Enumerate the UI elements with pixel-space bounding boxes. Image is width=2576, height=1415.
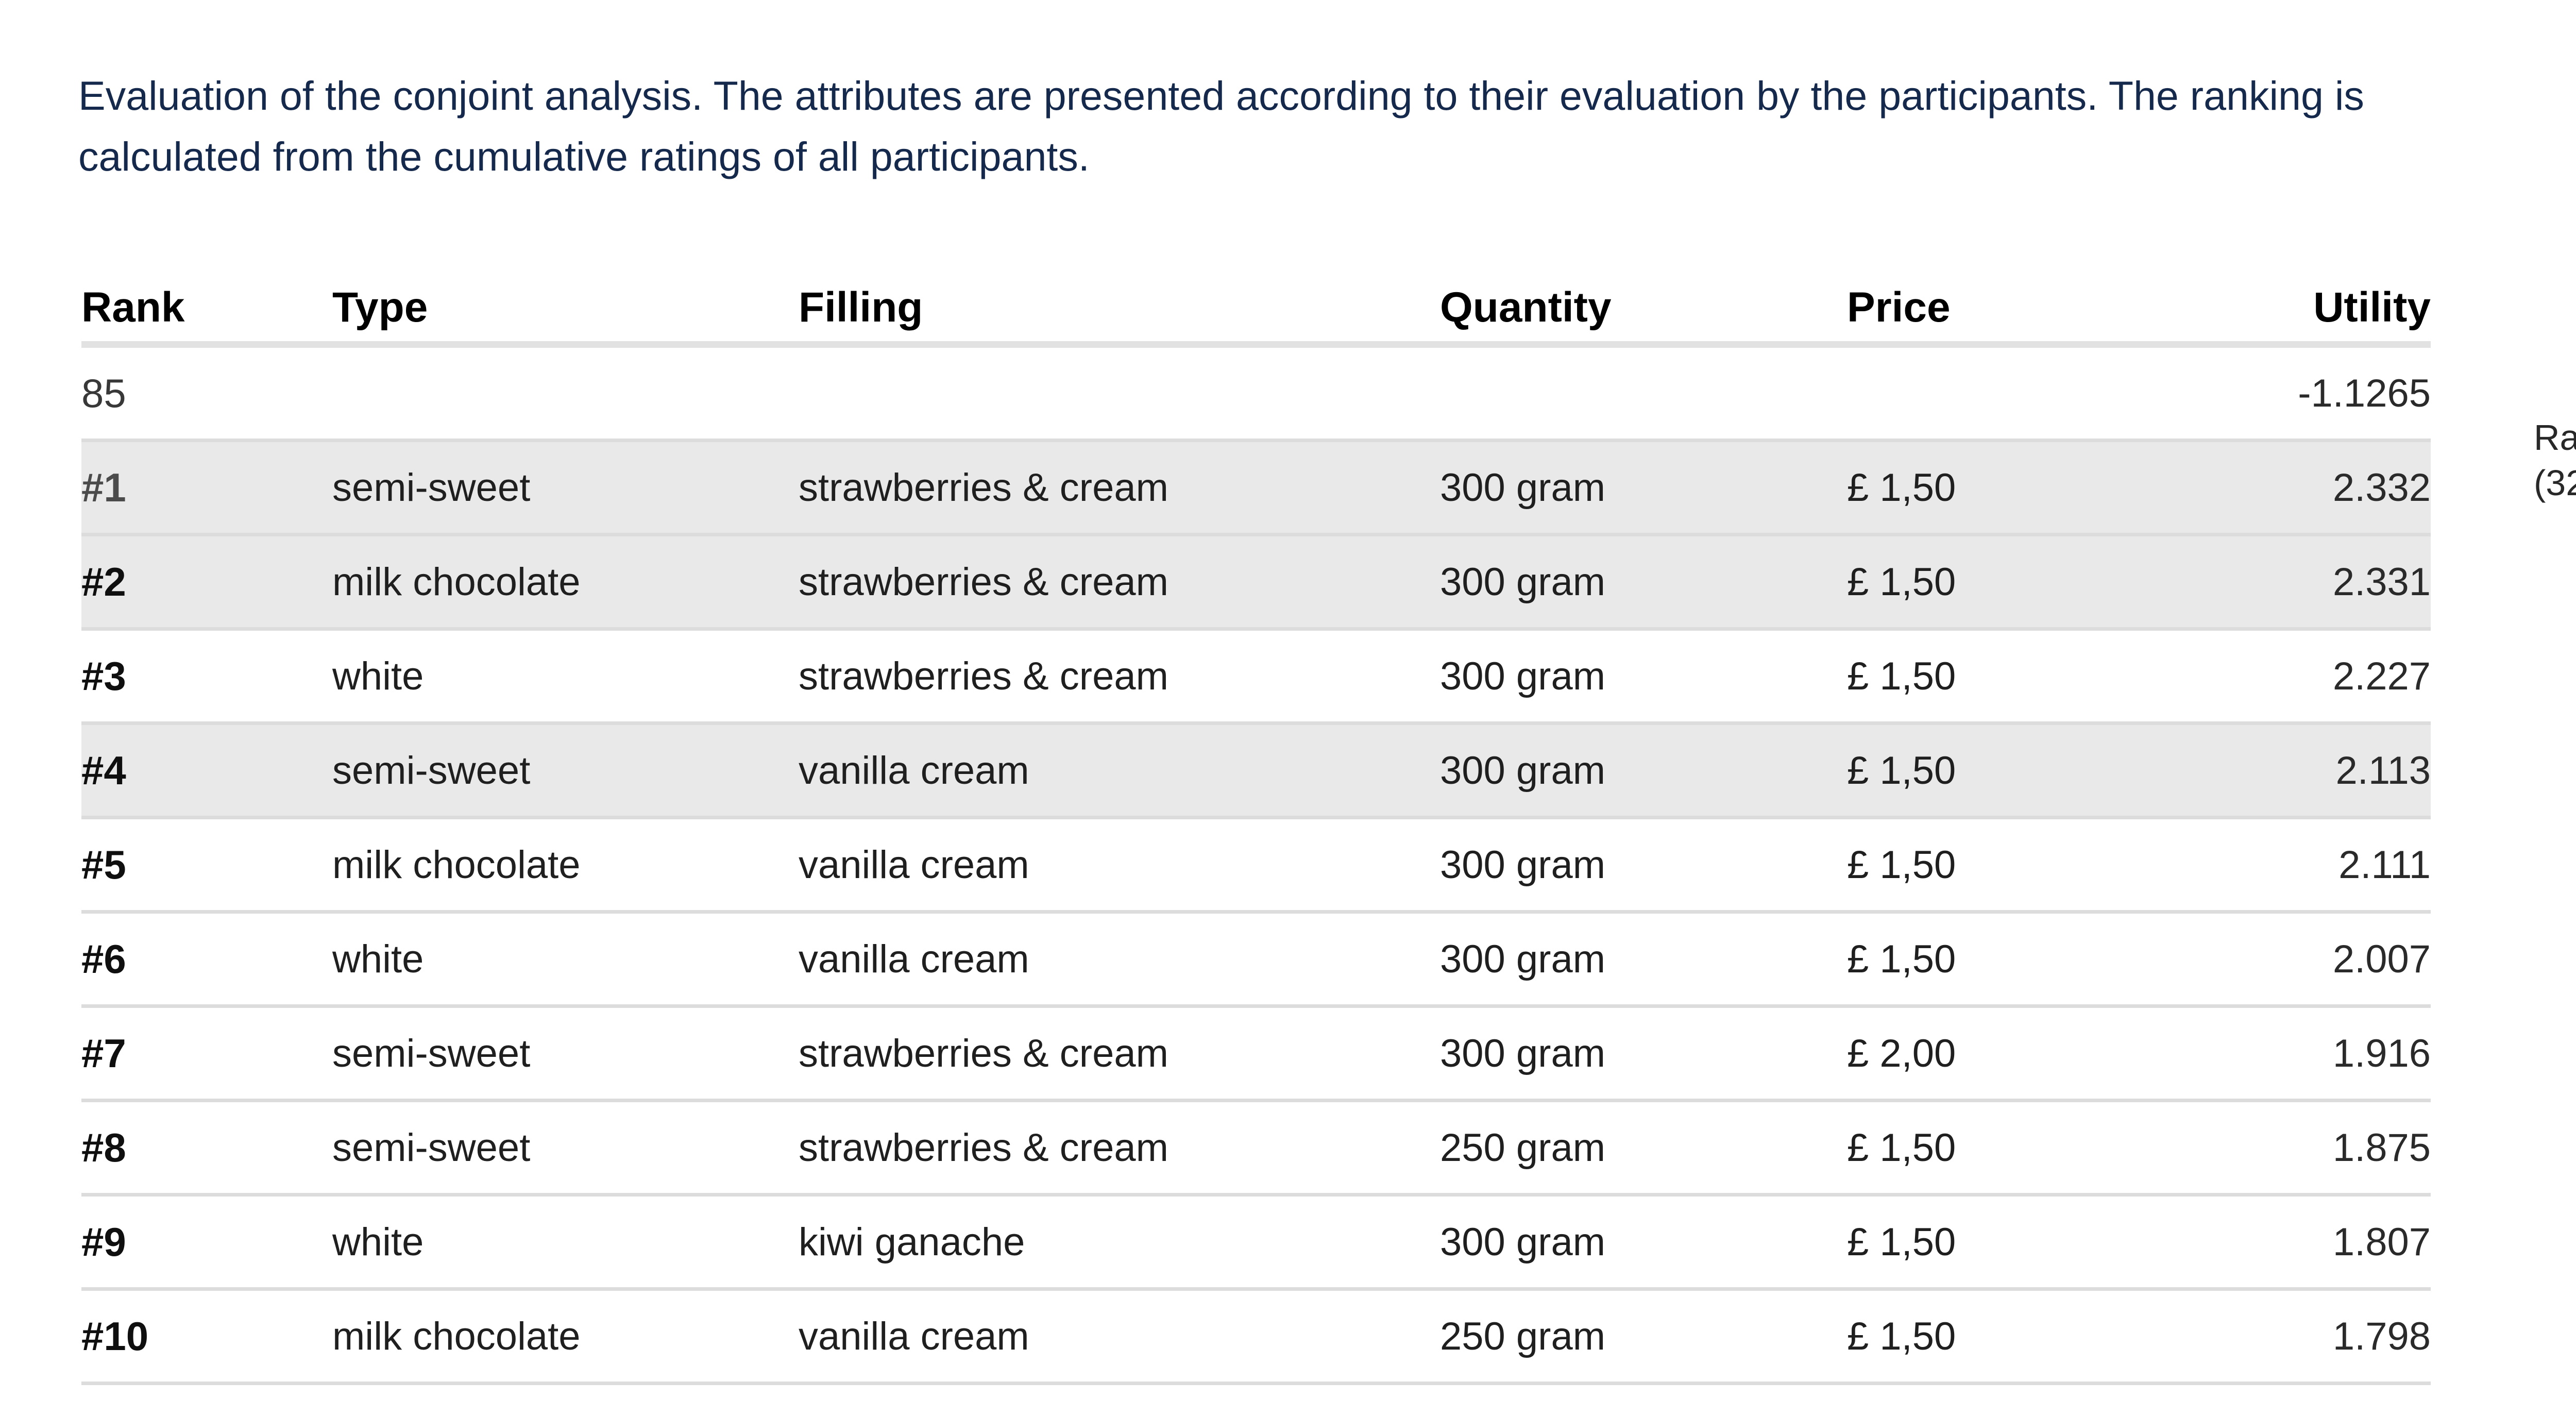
cell-type: white [332, 1220, 424, 1264]
cell-type: milk chocolate [332, 560, 581, 604]
cell-price: £ 1,50 [1847, 1220, 1956, 1264]
cell-type: semi-sweet [332, 465, 531, 510]
intro-line-2: calculated from the cumulative ratings o… [78, 133, 1090, 179]
cell-utility: 1.916 [2332, 1031, 2431, 1075]
cell-type: milk chocolate [332, 1314, 581, 1358]
cell-price: £ 1,50 [1847, 654, 1956, 698]
cell-rank: #10 [81, 1313, 149, 1359]
table-row: #1 semi-sweet strawberries & cream 300 gram… [81, 439, 2431, 533]
cell-type: semi-sweet [332, 748, 531, 793]
cell-quantity: 300 gram [1440, 560, 1606, 604]
cell-rank: #6 [81, 936, 126, 982]
table-body: 85 -1.1265 #1 semi-sweet strawberries & crea… [81, 348, 2431, 1385]
cell-utility: 2.007 [2332, 937, 2431, 981]
cell-quantity: 300 gram [1440, 937, 1606, 981]
table-row: #7 semi-sweet strawberries & cream 300 gram… [81, 1004, 2431, 1099]
table-row: #4 semi-sweet vanilla cream 300 gram £ 1,50 2… [81, 721, 2431, 816]
cell-utility: 1.875 [2332, 1125, 2431, 1170]
cell-price: £ 1,50 [1847, 937, 1956, 981]
table-header-row: Rank Type Filling Quantity Price Utility [81, 283, 2431, 348]
table-row: #2 milk chocolate strawberries & cream 300 … [81, 533, 2431, 627]
cell-type: milk chocolate [332, 843, 581, 887]
table-row: #9 white kiwi ganache 300 gram £ 1,50 1.807 [81, 1193, 2431, 1287]
cell-filling: strawberries & cream [799, 465, 1168, 510]
cell-quantity: 300 gram [1440, 843, 1606, 887]
cell-utility: 2.227 [2332, 654, 2431, 698]
cell-quantity: 300 gram [1440, 1220, 1606, 1264]
pie-label-rank1-pct: (32%) [2534, 463, 2576, 503]
cell-quantity: 300 gram [1440, 748, 1606, 793]
cell-filling: strawberries & cream [799, 654, 1168, 698]
column-header-filling: Filling [799, 284, 923, 331]
intro-text: Evaluation of the conjoint analysis. The… [78, 65, 2576, 187]
cell-filling: vanilla cream [799, 843, 1029, 887]
column-header-type: Type [332, 284, 428, 331]
cell-price: £ 1,50 [1847, 1314, 1956, 1358]
cell-filling: strawberries & cream [799, 560, 1168, 604]
cell-utility: 2.113 [2335, 748, 2431, 793]
table-row: #10 milk chocolate vanilla cream 250 gram £ … [81, 1287, 2431, 1385]
cell-rank: #8 [81, 1124, 126, 1170]
cell-quantity: 250 gram [1440, 1125, 1606, 1170]
cell-utility: 1.798 [2332, 1314, 2431, 1358]
cell-type: white [332, 937, 424, 981]
cell-rank: #9 [81, 1219, 126, 1265]
cell-price: £ 2,00 [1847, 1031, 1956, 1075]
cell-price: £ 1,50 [1847, 843, 1956, 887]
table-row: 85 -1.1265 [81, 348, 2431, 439]
cell-utility: -1.1265 [2298, 371, 2431, 415]
cell-price: £ 1,50 [1847, 748, 1956, 793]
cell-rank: #3 [81, 653, 126, 699]
pie-label-rank1: Rank #1 (32%) [2534, 415, 2576, 506]
column-header-price: Price [1847, 284, 1951, 331]
cell-filling: vanilla cream [799, 937, 1029, 981]
cell-utility: 2.331 [2332, 560, 2431, 604]
pie-leader-lines [2514, 216, 2576, 1415]
cell-quantity: 300 gram [1440, 654, 1606, 698]
cell-filling: kiwi ganache [799, 1220, 1025, 1264]
results-table: Rank Type Filling Quantity Price Utility… [81, 283, 2431, 1385]
cell-price: £ 1,50 [1847, 1125, 1956, 1170]
market-simulation-chart: Artificial market simulation Rank #1 (32… [2514, 216, 2576, 1415]
cell-filling: vanilla cream [799, 1314, 1029, 1358]
cell-quantity: 300 gram [1440, 1031, 1606, 1075]
cell-utility: 1.807 [2332, 1220, 2431, 1264]
cell-rank: #5 [81, 841, 126, 887]
cell-rank: #2 [81, 559, 126, 604]
cell-rank: #7 [81, 1030, 126, 1076]
cell-price: £ 1,50 [1847, 465, 1956, 510]
column-header-quantity: Quantity [1440, 284, 1612, 331]
chart-title: Artificial market simulation [2514, 272, 2576, 323]
cell-filling: strawberries & cream [799, 1125, 1168, 1170]
cell-type: semi-sweet [332, 1125, 531, 1170]
pie-label-rank1-name: Rank #1 [2534, 417, 2576, 458]
cell-utility: 2.111 [2338, 843, 2431, 887]
cell-utility: 2.332 [2332, 465, 2431, 510]
column-header-utility: Utility [2313, 284, 2431, 331]
cell-price: £ 1,50 [1847, 560, 1956, 604]
cell-rank: 85 [81, 370, 126, 416]
intro-line-1: Evaluation of the conjoint analysis. The… [78, 73, 2364, 119]
cell-quantity: 250 gram [1440, 1314, 1606, 1358]
cell-type: semi-sweet [332, 1031, 531, 1075]
table-row: #6 white vanilla cream 300 gram £ 1,50 2.007 [81, 910, 2431, 1004]
table-row: #5 milk chocolate vanilla cream 300 gram £ 1… [81, 816, 2431, 910]
cell-filling: strawberries & cream [799, 1031, 1168, 1075]
table-row: #8 semi-sweet strawberries & cream 250 gram… [81, 1099, 2431, 1193]
cell-quantity: 300 gram [1440, 465, 1606, 510]
cell-filling: vanilla cream [799, 748, 1029, 793]
column-header-rank: Rank [81, 284, 185, 331]
cell-rank: #1 [81, 464, 126, 510]
table-row: #3 white strawberries & cream 300 gram £ 1,5… [81, 627, 2431, 721]
cell-type: white [332, 654, 424, 698]
cell-rank: #4 [81, 747, 126, 793]
